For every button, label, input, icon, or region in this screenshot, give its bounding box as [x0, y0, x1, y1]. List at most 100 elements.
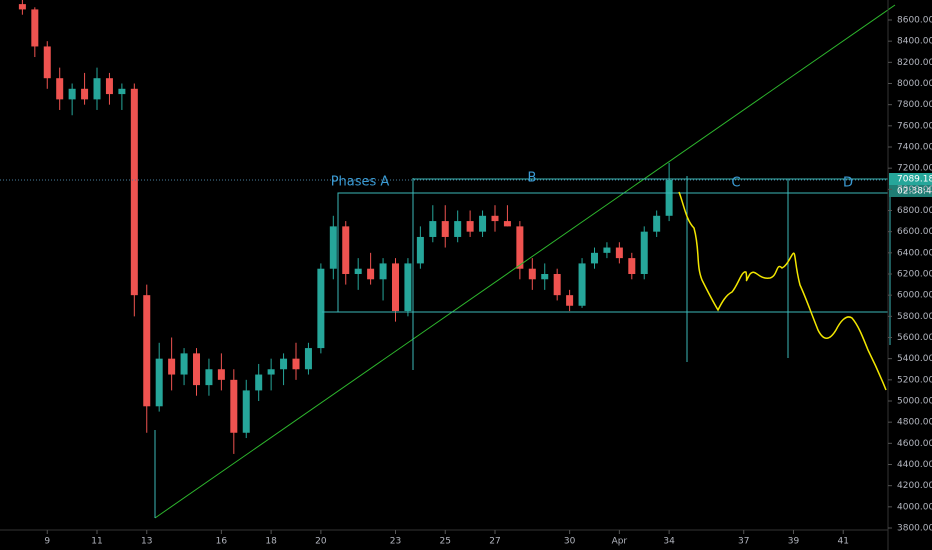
candle-body — [503, 221, 511, 227]
projection-curve — [678, 191, 887, 391]
y-tick-label: 4400.00 — [897, 460, 932, 470]
y-tick-label: 5400.00 — [897, 354, 932, 364]
candle-body — [130, 88, 138, 296]
countdown-tag — [889, 185, 932, 197]
price-tag — [889, 173, 932, 185]
candle-body — [280, 358, 288, 370]
candle-body — [516, 226, 524, 269]
x-tick-label: 16 — [216, 537, 228, 547]
y-tick-label: 8200.00 — [897, 58, 932, 68]
candle-body — [653, 215, 661, 232]
x-tick-label: 13 — [141, 537, 152, 547]
x-tick-label: Apr — [612, 537, 628, 547]
candle-body — [367, 268, 375, 280]
candle-body — [31, 9, 39, 47]
y-tick-label: 5600.00 — [897, 333, 932, 343]
y-tick-label: 7600.00 — [897, 121, 932, 131]
price-label: 7089.18 — [897, 175, 932, 185]
trend-line — [154, 4, 896, 519]
x-tick-label: 34 — [663, 537, 675, 547]
y-tick-label: 8000.00 — [897, 79, 932, 89]
x-tick-label: 11 — [91, 537, 102, 547]
candle-body — [105, 78, 113, 95]
phase-label: Phases A — [331, 175, 390, 190]
candle-body — [329, 226, 337, 269]
drawings — [154, 4, 896, 519]
candle-body — [416, 236, 424, 264]
candle-body — [466, 221, 474, 232]
candle-body — [242, 390, 250, 433]
phase-label: C — [731, 176, 740, 191]
x-tick-label: 30 — [564, 537, 576, 547]
y-tick-label: 6600.00 — [897, 227, 932, 237]
candle-body — [205, 369, 213, 386]
candle-body — [56, 78, 64, 100]
candle-body — [541, 274, 549, 280]
y-tick-label: 7000.00 — [897, 185, 932, 195]
candle-body — [43, 46, 51, 79]
candle-body — [429, 221, 437, 237]
x-tick-label: 41 — [838, 537, 849, 547]
candle-body — [354, 268, 362, 274]
x-tick-label: 25 — [440, 537, 451, 547]
candle-body — [553, 274, 561, 296]
candle-body — [193, 353, 201, 386]
candle-body — [479, 215, 487, 232]
phase-label: D — [843, 176, 853, 191]
y-tick-label: 7800.00 — [897, 100, 932, 110]
y-tick-label: 6800.00 — [897, 206, 932, 216]
candle-body — [528, 268, 536, 280]
candle-body — [180, 353, 188, 375]
x-tick-label: 18 — [265, 537, 277, 547]
candle-body — [81, 88, 89, 100]
y-tick-label: 6200.00 — [897, 270, 932, 280]
countdown: 02:38:42 — [897, 187, 932, 197]
candle-body — [578, 263, 586, 306]
x-tick-label: 39 — [788, 537, 800, 547]
y-tick-label: 4600.00 — [897, 439, 932, 449]
y-tick-label: 4000.00 — [897, 502, 932, 512]
candle-body — [230, 379, 238, 433]
phase-label: B — [528, 171, 537, 186]
candle-body — [155, 358, 163, 407]
y-tick-label: 3800.00 — [897, 524, 932, 534]
y-tick-label: 4800.00 — [897, 418, 932, 428]
candle-body — [267, 369, 275, 375]
y-tick-label: 5000.00 — [897, 397, 932, 407]
x-tick-label: 9 — [44, 537, 50, 547]
y-tick-label: 4200.00 — [897, 481, 932, 491]
candle-body — [441, 221, 449, 237]
candle-body — [391, 263, 399, 312]
candle-body — [18, 4, 26, 10]
candle-body — [292, 358, 300, 370]
candle-body — [168, 358, 176, 375]
candle-body — [628, 258, 636, 274]
candle-body — [93, 78, 101, 100]
candle-body — [590, 252, 598, 264]
candle-body — [404, 263, 412, 312]
candle-body — [566, 295, 574, 306]
candle-body — [665, 179, 673, 216]
x-tick-label: 37 — [738, 537, 749, 547]
x-tick-label: 20 — [315, 537, 327, 547]
y-tick-label: 7400.00 — [897, 143, 932, 153]
y-tick-label: 6000.00 — [897, 291, 932, 301]
candle-body — [68, 88, 76, 100]
candles — [18, 0, 673, 454]
candle-body — [304, 348, 312, 370]
candle-body — [379, 263, 387, 280]
x-tick-label: 27 — [489, 537, 500, 547]
candle-body — [118, 88, 126, 95]
candle-body — [317, 268, 325, 349]
candle-body — [640, 231, 648, 274]
y-tick-label: 7200.00 — [897, 164, 932, 174]
candle-body — [454, 221, 462, 237]
candle-body — [603, 247, 611, 253]
candle-body — [217, 369, 225, 380]
candle-body — [255, 374, 263, 391]
x-tick-label: 23 — [390, 537, 401, 547]
y-tick-label: 5200.00 — [897, 375, 932, 385]
